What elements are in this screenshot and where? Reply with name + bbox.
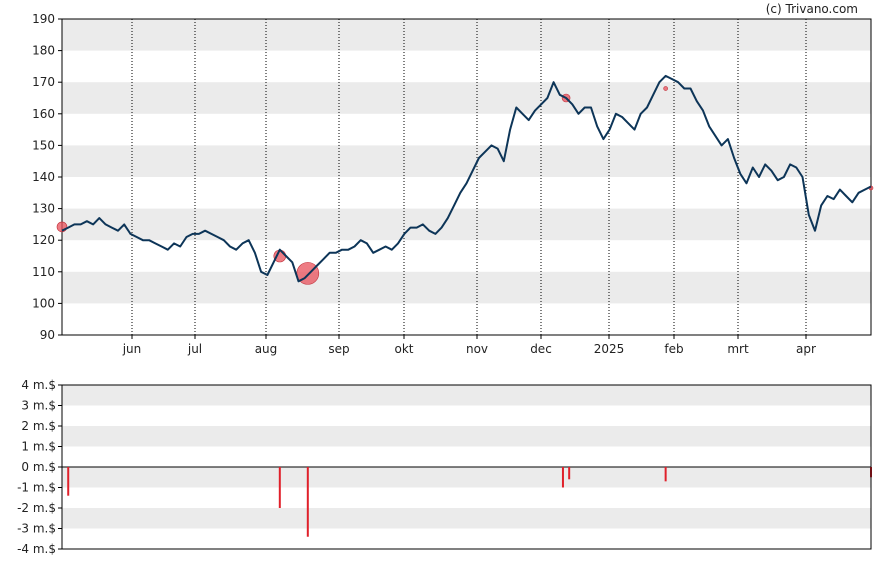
x-tick-label: feb [664,342,683,356]
price-grid-band [62,145,871,177]
x-tick-label: dec [530,342,552,356]
volume-y-tick-label: -3 m.$ [17,522,56,536]
price-plot-frame [61,18,872,336]
x-tick-label: nov [466,342,488,356]
price-line [61,74,872,283]
volume-y-tick-label: 0 m.$ [21,460,56,474]
volume-y-tick-label: 2 m.$ [21,419,56,433]
volume-grid-band [62,467,871,488]
y-tick-label: 160 [32,107,55,121]
volume-y-tick-label: -4 m.$ [17,542,56,556]
x-tick-label: okt [395,342,414,356]
x-tick-label: jul [187,342,202,356]
x-tick-label: mrt [727,342,749,356]
y-tick-label: 150 [32,138,55,152]
y-tick-label: 190 [32,12,55,26]
y-tick-label: 100 [32,296,55,310]
volume-grid-band [62,426,871,447]
credit-text: (c) Trivano.com [765,2,858,16]
volume-plot-frame [61,384,872,550]
price-grid-band [62,19,871,51]
volume-y-tick-label: 3 m.$ [21,399,56,413]
volume-grid-band [62,385,871,406]
volume-y-tick-label: 1 m.$ [21,440,56,454]
price-grid-band [62,208,871,241]
x-tick-label: 2025 [594,342,625,356]
y-tick-label: 90 [40,328,55,342]
y-tick-label: 170 [32,75,55,89]
y-tick-label: 110 [32,265,55,279]
x-tick-label: jun [122,342,142,356]
y-tick-label: 120 [32,233,55,247]
insider-trade-marker [663,86,668,91]
y-tick-label: 140 [32,170,55,184]
x-tick-label: sep [328,342,349,356]
volume-y-tick-label: -1 m.$ [17,481,56,495]
y-tick-label: 130 [32,202,55,216]
y-tick-label: 180 [32,44,55,58]
volume-grid-band [62,508,871,529]
volume-y-tick-label: -2 m.$ [17,501,56,515]
x-tick-label: apr [796,342,816,356]
price-grid-band [62,271,871,304]
x-tick-label: aug [255,342,278,356]
price-grid-band [62,82,871,114]
volume-y-tick-label: 4 m.$ [21,378,56,392]
